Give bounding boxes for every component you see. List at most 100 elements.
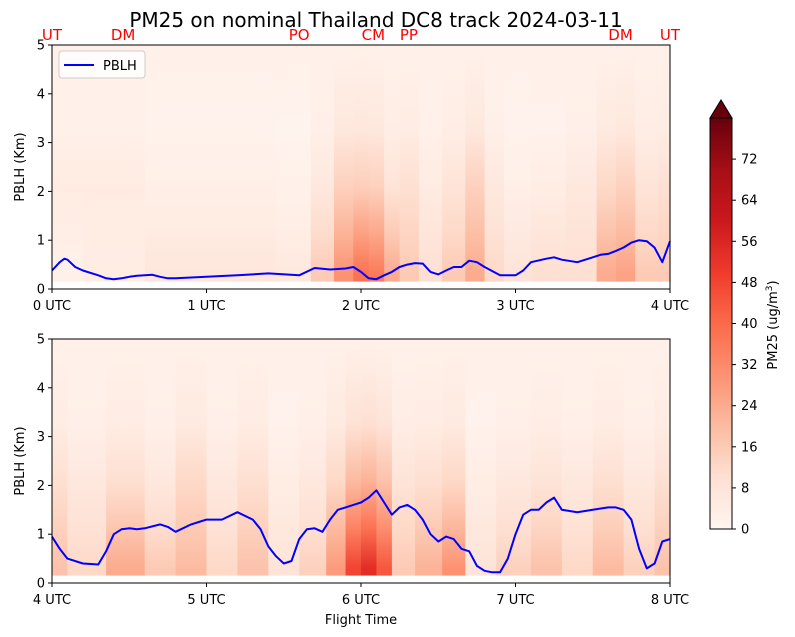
heat-column (565, 45, 598, 282)
y-tick-label: 2 (37, 185, 45, 200)
x-tick-label: 3 UTC (496, 299, 534, 314)
site-label: UT (42, 26, 63, 44)
heat-column (442, 339, 466, 576)
heat-column (384, 45, 401, 282)
pblh-series-line (51, 489, 671, 574)
y-tick-label: 5 (37, 39, 45, 54)
y-tick-label: 0 (37, 283, 45, 298)
chart-title: PM25 on nominal Thailand DC8 track 2024-… (129, 8, 622, 32)
colorbar-tick-label: 0 (741, 523, 749, 538)
site-label: CM (362, 26, 385, 44)
x-tick-label: 8 UTC (651, 593, 689, 608)
heat-column (465, 339, 497, 576)
x-tick-label: 2 UTC (342, 299, 380, 314)
heat-column (503, 45, 532, 282)
colorbar-tick-label: 8 (741, 481, 749, 496)
colorbar-tick-label: 48 (741, 276, 758, 291)
y-tick-label: 5 (37, 333, 45, 348)
x-tick-label: 0 UTC (33, 299, 71, 314)
heat-column (82, 45, 146, 282)
legend: PBLH (58, 50, 146, 79)
x-tick-label: 4 UTC (33, 593, 71, 608)
heat-column (376, 339, 393, 576)
heat-column (615, 45, 636, 282)
heat-column (144, 339, 177, 576)
heat-column (530, 339, 563, 576)
y-tick-label: 2 (37, 479, 45, 494)
y-tick-label: 4 (37, 381, 45, 396)
heat-column (326, 339, 347, 576)
ylabel-top: PBLH (Km) (13, 132, 28, 201)
pblh-line-bottom (51, 489, 671, 574)
y-tick-label: 3 (37, 430, 45, 445)
site-label: DM (111, 26, 136, 44)
top-panel: 0 1 2 3 4 5 0 UTC 1 UTC 2 UTC 3 UTC 4 UTC PBLH (Km… (13, 39, 689, 315)
colorbar-tick-label: 72 (741, 153, 758, 168)
heat-column (333, 45, 354, 282)
colorbar-tick-label: 24 (741, 399, 758, 414)
bottom-panel: 0 1 2 3 4 5 4 UTC 5 UTC 6 UTC 7 UTC 8 UTC PBLH (Km… (13, 333, 689, 629)
heat-column (237, 339, 269, 576)
colorbar-tick-label: 64 (741, 194, 758, 209)
heat-column (353, 45, 370, 282)
y-tick-label: 0 (37, 577, 45, 592)
heat-column (658, 45, 671, 282)
heat-column (623, 339, 656, 576)
colorbar: 0 8 16 24 32 40 48 56 64 72 PM25 (ug/m3) (709, 99, 781, 538)
site-label: PO (289, 26, 310, 44)
heat-column (530, 45, 567, 282)
x-tick-label: 6 UTC (342, 593, 380, 608)
heat-column (144, 45, 215, 282)
heat-column (206, 339, 238, 576)
heat-column (484, 45, 505, 282)
heat-column (596, 45, 617, 282)
colorbar-tick-label: 16 (741, 440, 758, 455)
heatmap-top (52, 45, 671, 289)
heat-column (345, 339, 362, 576)
legend-entry-pblh: PBLH (103, 59, 137, 74)
heat-column (299, 339, 327, 576)
site-label: DM (608, 26, 633, 44)
x-tick-label: 7 UTC (496, 593, 534, 608)
x-tick-label: 1 UTC (187, 299, 225, 314)
x-tick-label: 4 UTC (651, 299, 689, 314)
pblh-series-line (51, 239, 671, 281)
heat-column (654, 339, 671, 576)
heat-column (52, 45, 84, 282)
xlabel-bottom: Flight Time (325, 613, 397, 628)
heat-column (368, 45, 385, 282)
heat-column (465, 45, 486, 282)
heat-column (635, 45, 660, 282)
site-labels: UT DM PO CM PP DM UT (42, 26, 681, 44)
y-tick-label: 4 (37, 87, 45, 102)
y-tick-label: 1 (37, 528, 45, 543)
y-tick-label: 1 (37, 234, 45, 249)
site-label: UT (660, 26, 681, 44)
no-data-strip (52, 575, 670, 583)
colorbar-label: PM25 (ug/m3) (765, 280, 781, 369)
heat-column (592, 339, 625, 576)
heat-column (391, 339, 416, 576)
heat-column (67, 339, 107, 576)
heat-column (361, 339, 378, 576)
heat-column (52, 339, 69, 576)
heat-column (442, 45, 466, 282)
axes-top: 0 1 2 3 4 5 0 UTC 1 UTC 2 UTC 3 UTC 4 UTC (33, 39, 689, 315)
heat-column (399, 45, 420, 282)
heat-column (418, 45, 443, 282)
y-tick-label: 3 (37, 136, 45, 151)
axes-bottom: 0 1 2 3 4 5 4 UTC 5 UTC 6 UTC 7 UTC 8 UTC (33, 333, 689, 609)
colorbar-tick-label: 40 (741, 317, 758, 332)
colorbar-gradient (709, 117, 733, 530)
heatmap-bottom (52, 339, 671, 583)
no-data-strip (52, 281, 670, 289)
heat-column (175, 339, 208, 576)
ylabel-bottom: PBLH (Km) (13, 426, 28, 495)
heat-column (214, 45, 277, 282)
pblh-line-top (51, 239, 671, 281)
heat-column (268, 339, 300, 576)
colorbar-tick-label: 56 (741, 235, 758, 250)
x-tick-label: 5 UTC (187, 593, 225, 608)
site-label: PP (400, 26, 418, 44)
